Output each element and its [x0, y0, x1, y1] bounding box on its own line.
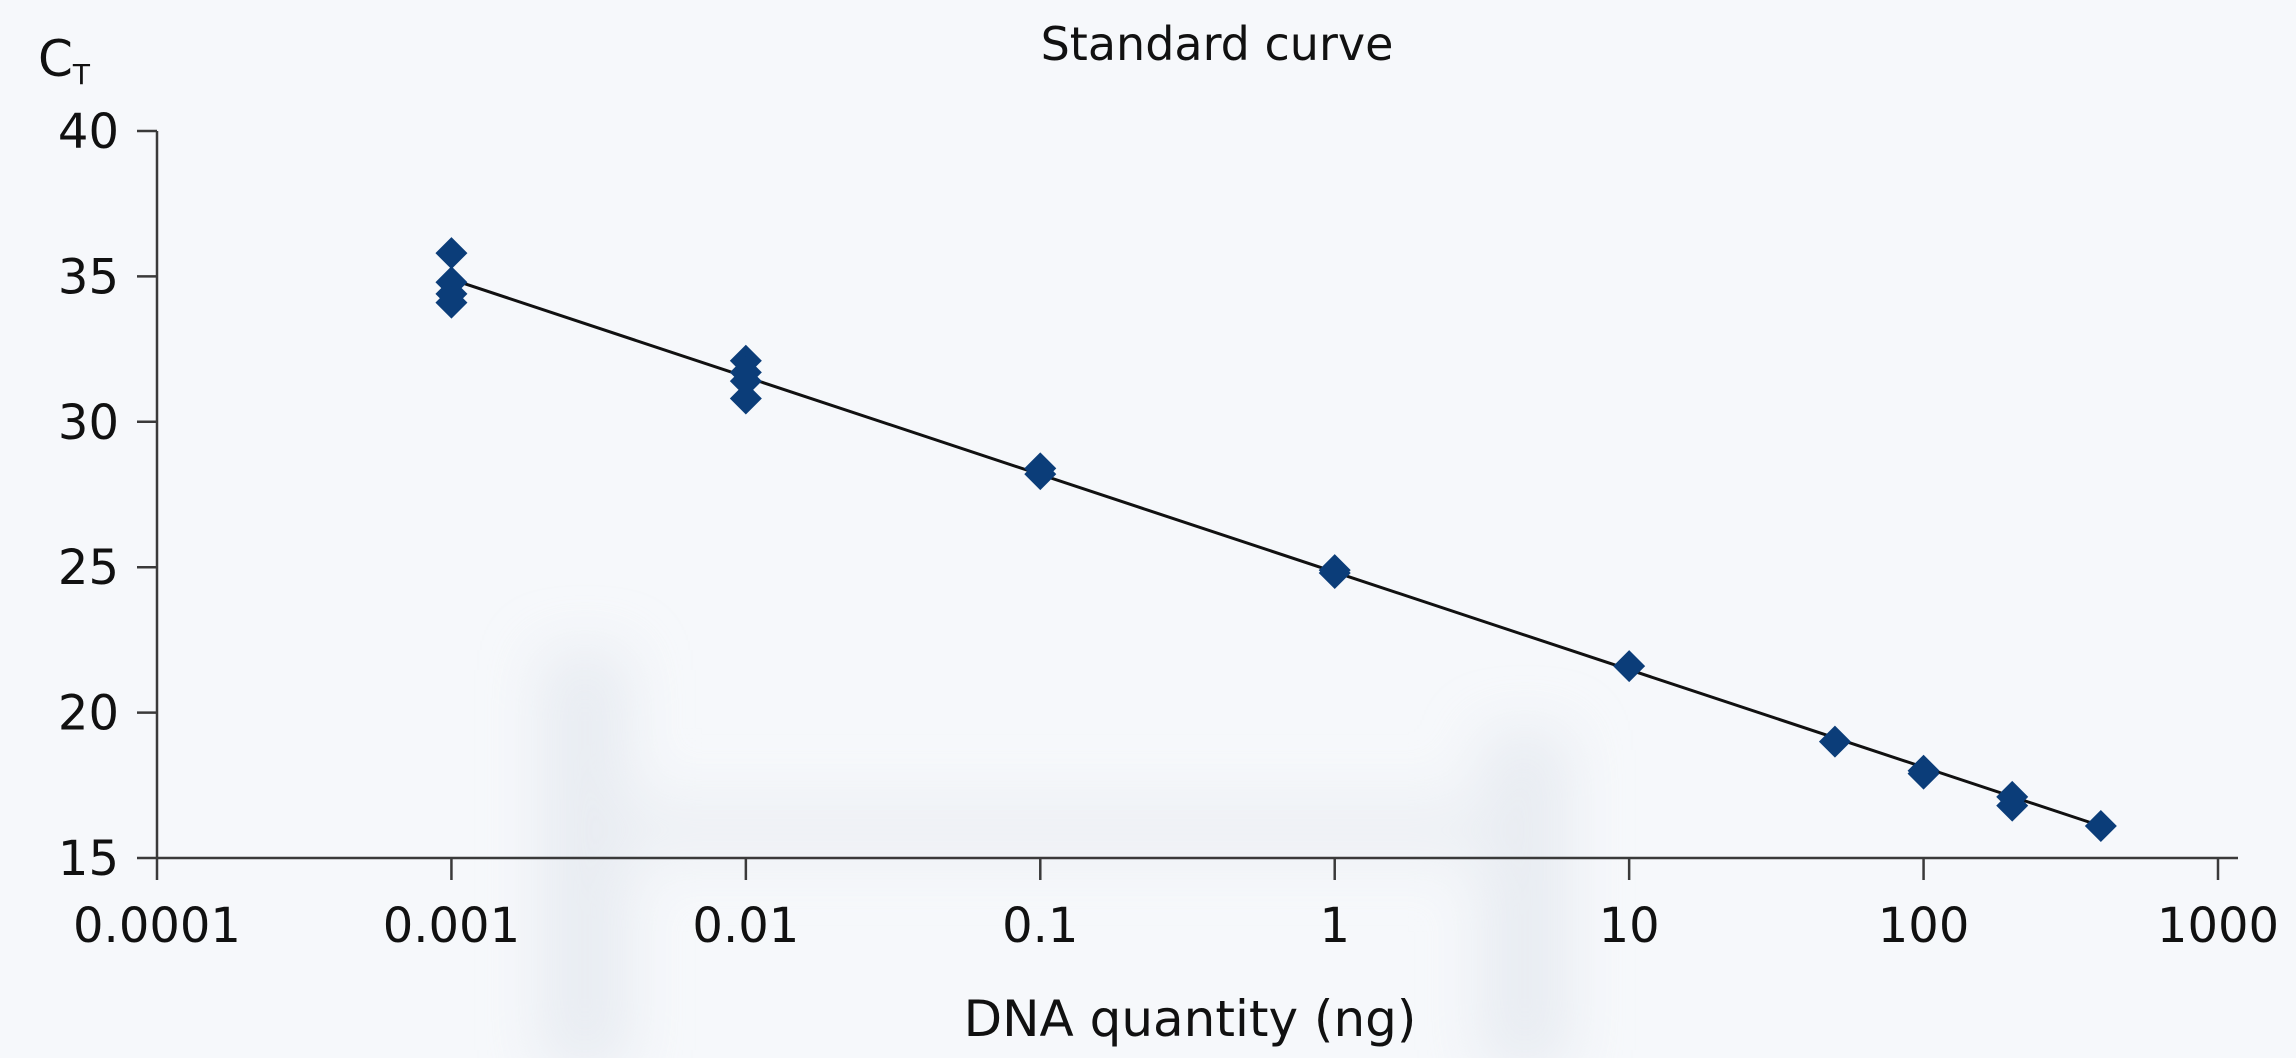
chart-title: Standard curve	[1041, 17, 1394, 71]
trend-line	[450, 277, 2102, 828]
data-point	[1818, 725, 1851, 758]
y-tick-label: 20	[58, 686, 119, 742]
y-axis-label: CT	[38, 30, 91, 91]
y-tick-label: 30	[58, 395, 119, 451]
data-point	[435, 286, 468, 319]
data-point	[1907, 757, 1940, 790]
data-point	[1996, 789, 2029, 822]
x-tick-label: 10	[1599, 898, 1660, 954]
data-point	[729, 382, 762, 415]
background-watermark	[540, 650, 1570, 1058]
data-point	[1318, 557, 1351, 590]
data-point	[1613, 650, 1646, 683]
y-axis-label-main: C	[38, 30, 73, 88]
x-tick-label: 100	[1878, 898, 1970, 954]
x-tick-label: 0.1	[1002, 898, 1078, 954]
x-tick-label: 0.0001	[73, 898, 241, 954]
data-point	[1024, 458, 1057, 491]
data-point	[2084, 810, 2117, 843]
y-tick-label: 25	[58, 540, 119, 596]
x-tick-label: 0.001	[383, 898, 520, 954]
x-tick-label: 0.01	[692, 898, 799, 954]
x-tick-label: 1000	[2157, 898, 2279, 954]
y-axis-label-subscript: T	[72, 58, 91, 91]
y-tick-label: 35	[58, 249, 119, 305]
data-point	[729, 365, 762, 398]
data-point	[435, 237, 468, 270]
x-axis-label: DNA quantity (ng)	[964, 990, 1417, 1048]
y-tick-label: 40	[58, 104, 119, 160]
x-tick-label: 1	[1319, 898, 1350, 954]
y-tick-label: 15	[58, 831, 119, 887]
